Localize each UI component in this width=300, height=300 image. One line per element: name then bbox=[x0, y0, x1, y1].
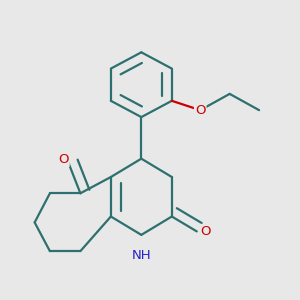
Text: O: O bbox=[200, 225, 211, 238]
Text: NH: NH bbox=[131, 249, 151, 262]
Text: O: O bbox=[58, 153, 69, 166]
Text: O: O bbox=[195, 104, 206, 117]
